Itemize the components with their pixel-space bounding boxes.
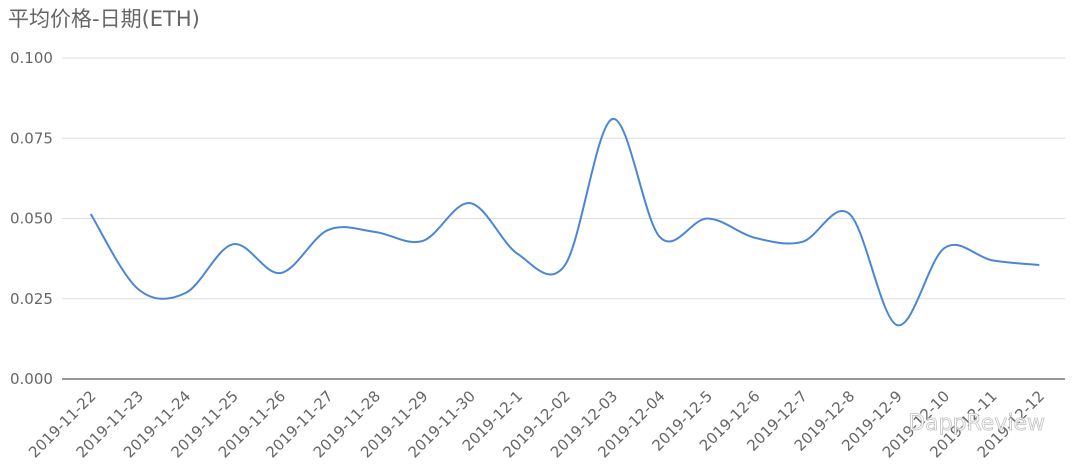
y-tick-label: 0.075 [10, 129, 53, 147]
y-tick-label: 0.025 [10, 290, 53, 308]
watermark: DappReview [908, 411, 1045, 436]
line [89, 118, 1040, 327]
y-tick-label: 0.050 [10, 210, 53, 228]
y-tick-label: 0.100 [10, 49, 53, 67]
chart-title: 平均价格-日期(ETH) [8, 7, 200, 31]
y-tick-label: 0.000 [10, 370, 53, 388]
